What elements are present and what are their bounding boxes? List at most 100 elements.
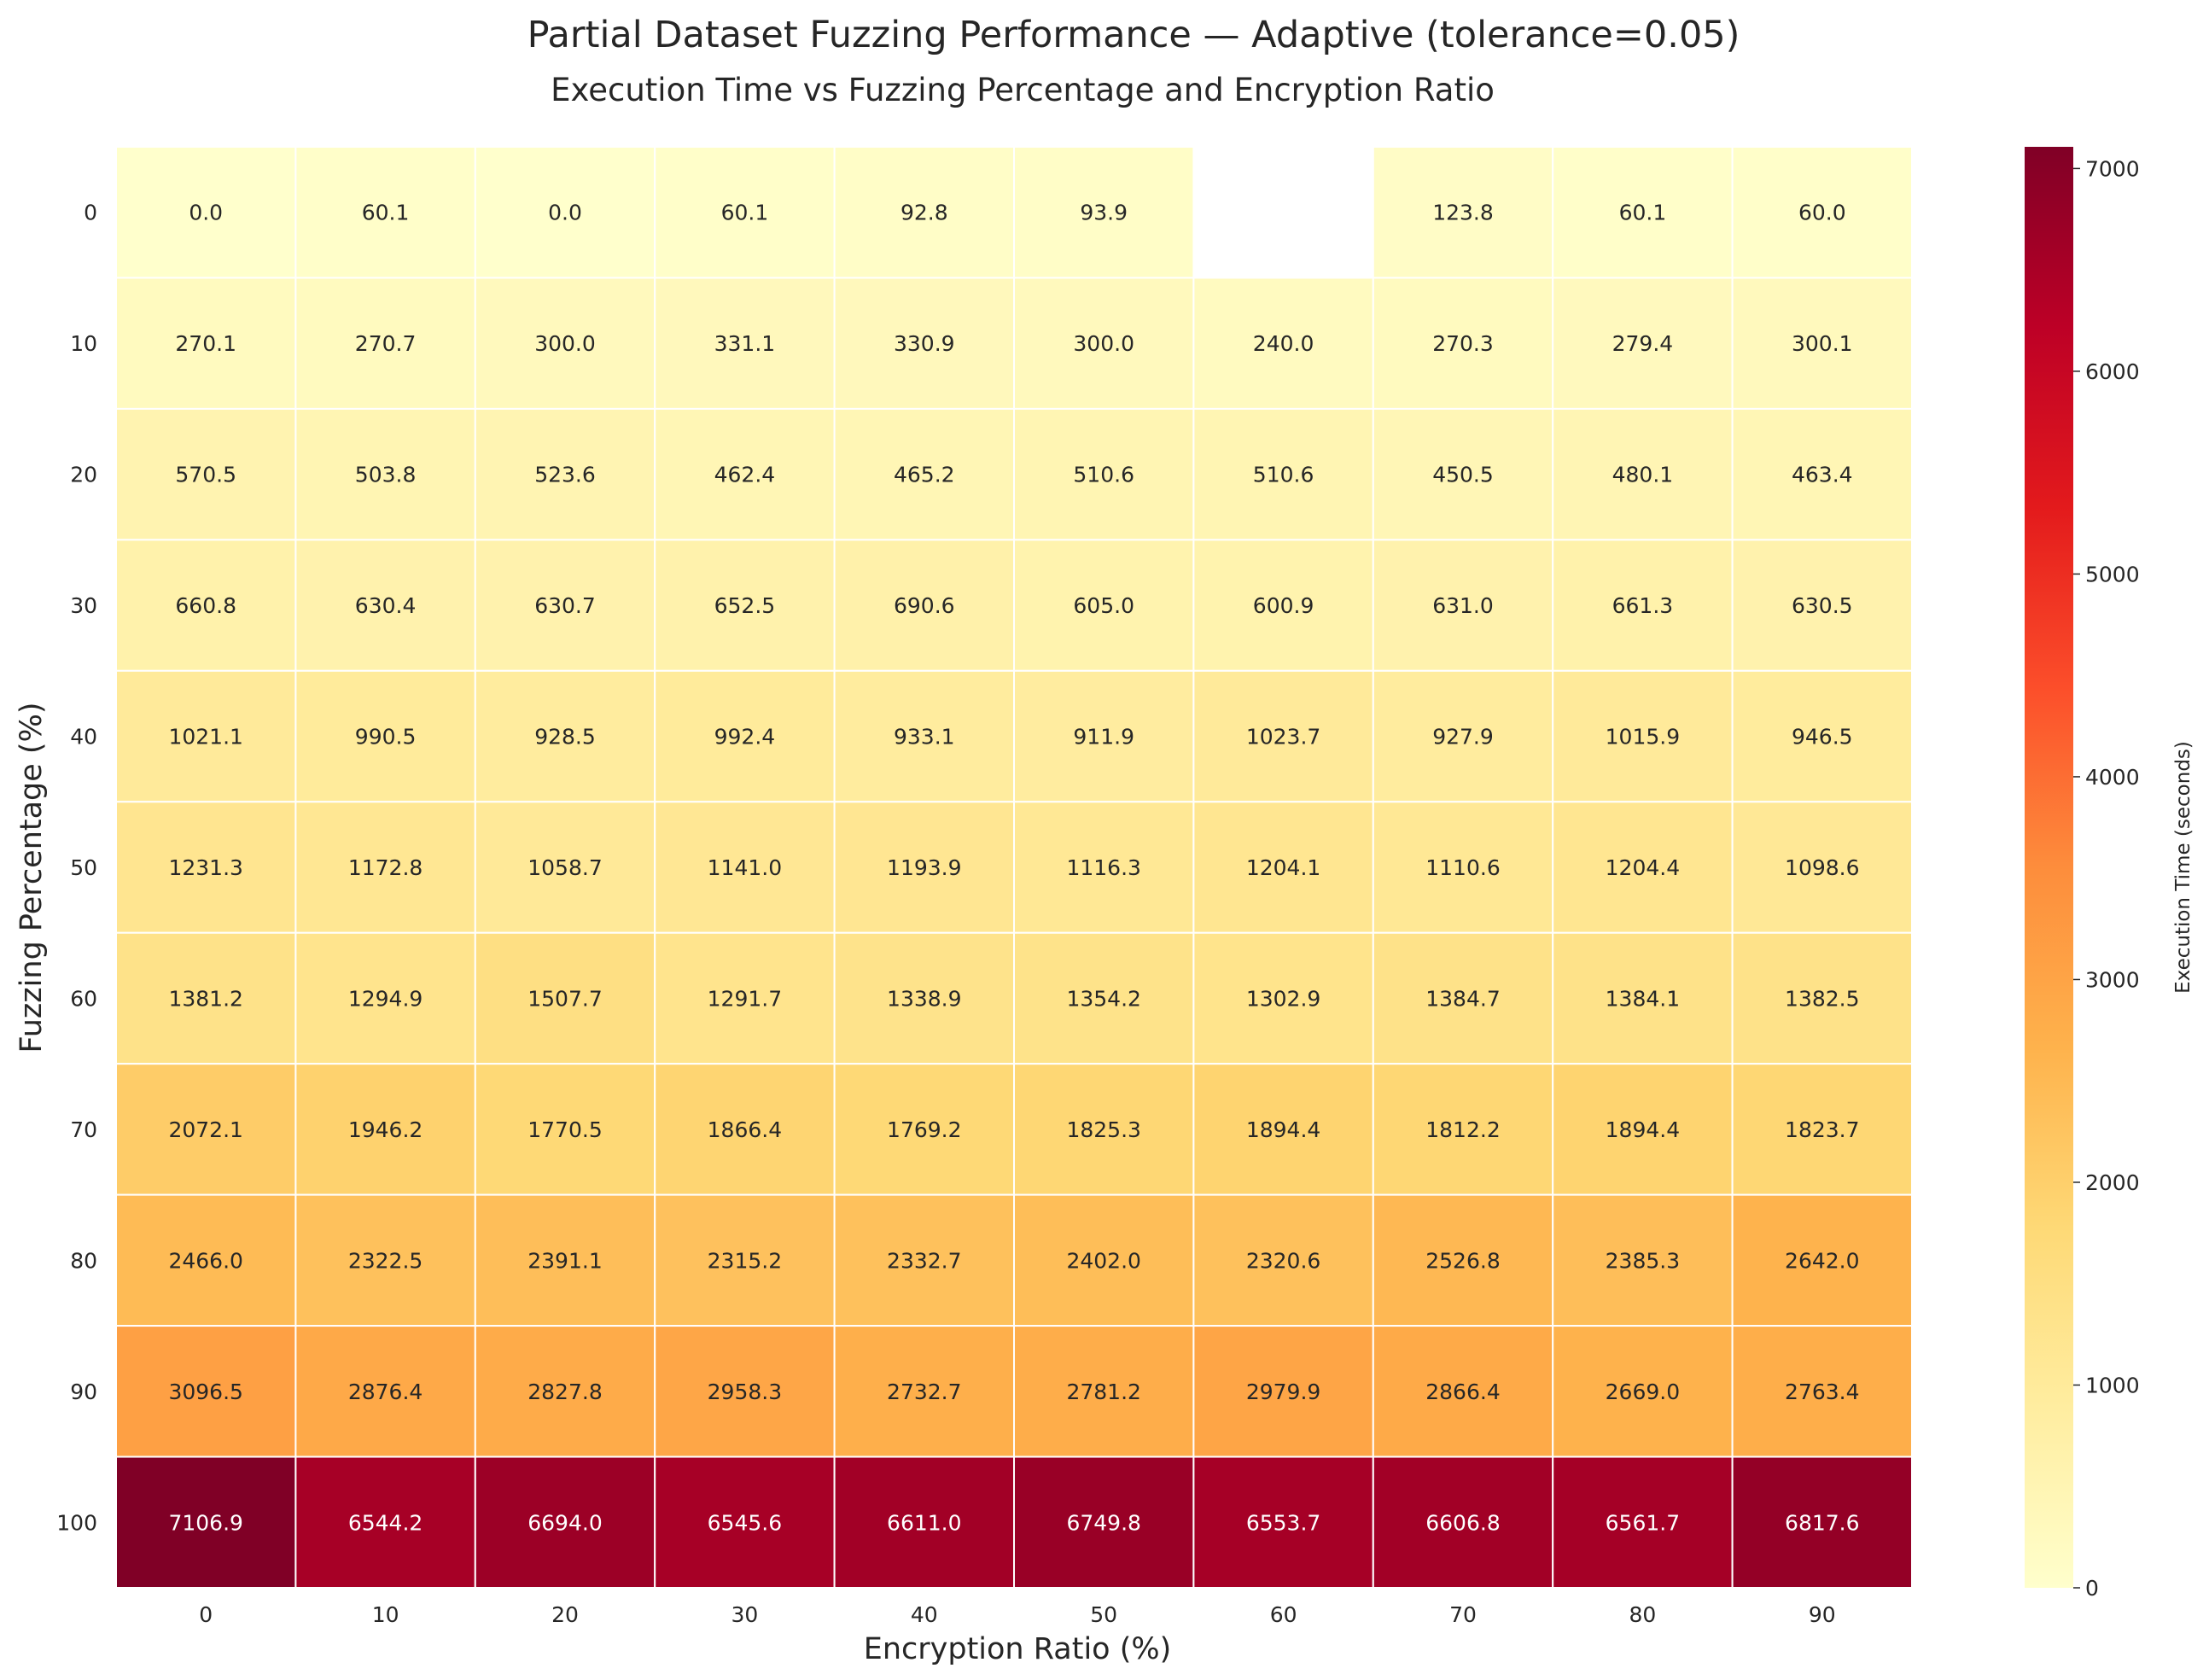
heatmap-cell: [654, 1193, 836, 1327]
cell-value-label: 1894.4: [1246, 1117, 1320, 1142]
cell-value-label: 6611.0: [887, 1510, 961, 1535]
cell-value-label: 510.6: [1253, 463, 1314, 487]
colorbar-tick-label: 6000: [2085, 359, 2140, 384]
heatmap-cell: [294, 931, 476, 1065]
cell-value-label: 300.0: [1073, 331, 1134, 356]
cell-value-label: 2827.8: [527, 1380, 602, 1404]
heatmap-cell: [1552, 1193, 1734, 1327]
heatmap-cell: [115, 1063, 297, 1196]
heatmap-cell: [294, 801, 476, 934]
heatmap-cell: [1731, 669, 1913, 803]
cell-value-label: 330.9: [894, 331, 955, 356]
heatmap-cell: [833, 1063, 1015, 1196]
heatmap-cell: [1372, 669, 1554, 803]
cell-value-label: 1116.3: [1066, 855, 1140, 880]
heatmap-cell: [1192, 1325, 1374, 1458]
cell-value-label: 1384.7: [1425, 986, 1500, 1011]
cell-value-label: 630.4: [355, 593, 417, 618]
cell-value-label: 123.8: [1432, 201, 1494, 225]
heatmap-cell: [1372, 1193, 1554, 1327]
cell-value-label: 660.8: [175, 593, 236, 618]
cell-value-label: 2526.8: [1425, 1248, 1500, 1273]
cell-value-label: 1354.2: [1066, 986, 1140, 1011]
cell-value-label: 570.5: [175, 463, 236, 487]
cell-value-label: 1770.5: [527, 1117, 602, 1142]
cell-value-label: 60.1: [721, 201, 769, 225]
heatmap-cell: [1552, 146, 1734, 279]
cell-value-label: 605.0: [1073, 593, 1134, 618]
cell-value-label: 270.7: [355, 331, 417, 356]
y-tick-label: 60: [70, 986, 97, 1011]
cell-value-label: 2466.0: [168, 1248, 242, 1273]
heatmap-cell: [1731, 1455, 1913, 1589]
cell-value-label: 1946.2: [348, 1117, 423, 1142]
cell-value-label: 1110.6: [1425, 855, 1500, 880]
heatmap-cell: [1731, 931, 1913, 1065]
colorbar-tick-label: 1000: [2085, 1373, 2140, 1397]
cell-value-label: 1015.9: [1606, 725, 1680, 750]
cell-value-label: 911.9: [1073, 725, 1134, 750]
cell-value-label: 1204.1: [1246, 855, 1320, 880]
cell-value-label: 3096.5: [168, 1380, 242, 1404]
cell-value-label: 60.1: [1619, 201, 1667, 225]
cell-value-label: 6553.7: [1246, 1510, 1320, 1535]
heatmap-cell: [1731, 277, 1913, 410]
cell-value-label: 7106.9: [168, 1510, 242, 1535]
x-tick-label: 80: [1629, 1602, 1656, 1627]
cell-value-label: 2732.7: [887, 1380, 961, 1404]
heatmap-cell: [1192, 801, 1374, 934]
heatmap-cell: [1372, 1455, 1554, 1589]
cell-value-label: 1769.2: [887, 1117, 961, 1142]
cell-value-label: 2402.0: [1066, 1248, 1140, 1273]
cell-value-label: 1381.2: [168, 986, 242, 1011]
heatmap-cell: [115, 1455, 297, 1589]
cell-value-label: 2781.2: [1066, 1380, 1140, 1404]
heatmap-cell: [1731, 1193, 1913, 1327]
heatmap-cell: [115, 407, 297, 541]
cell-value-label: 600.9: [1253, 593, 1314, 618]
y-tick-label: 100: [56, 1510, 97, 1535]
cell-value-label: 6544.2: [348, 1510, 423, 1535]
cell-value-label: 1825.3: [1066, 1117, 1140, 1142]
heatmap-cell: [474, 1193, 656, 1327]
cell-value-label: 6749.8: [1066, 1510, 1140, 1535]
x-tick-label: 10: [372, 1602, 399, 1627]
cell-value-label: 1894.4: [1606, 1117, 1680, 1142]
heatmap-cell: [654, 146, 836, 279]
x-tick-label: 70: [1449, 1602, 1477, 1627]
heatmap-cells: 0.0 60.1 0.0 60.1 92.8 93.9 123.8 60.1 60.0 270.1…: [115, 146, 1913, 1589]
cell-value-label: 463.4: [1792, 463, 1853, 487]
heatmap-cell: [1372, 1325, 1554, 1458]
heatmap-cell: [1013, 407, 1195, 541]
cell-value-label: 652.5: [714, 593, 776, 618]
cell-value-label: 523.6: [534, 463, 596, 487]
cell-value-label: 2979.9: [1246, 1380, 1320, 1404]
cell-value-label: 631.0: [1432, 593, 1494, 618]
cell-value-label: 946.5: [1792, 725, 1853, 750]
heatmap-cell: [474, 407, 656, 541]
y-tick-label: 0: [84, 201, 97, 225]
x-tick-label: 0: [199, 1602, 213, 1627]
heatmap-cell: [1013, 669, 1195, 803]
cell-value-label: 990.5: [355, 725, 417, 750]
heatmap-cell: [474, 146, 656, 279]
heatmap-cell: [1731, 1063, 1913, 1196]
cell-value-label: 462.4: [714, 463, 776, 487]
heatmap-cell: [1013, 277, 1195, 410]
cell-value-label: 1021.1: [168, 725, 242, 750]
heatmap-cell: [115, 801, 297, 934]
heatmap-cell: [294, 1325, 476, 1458]
cell-value-label: 6694.0: [527, 1510, 602, 1535]
cell-value-label: 240.0: [1253, 331, 1314, 356]
cell-value-label: 1812.2: [1425, 1117, 1500, 1142]
cell-value-label: 6561.7: [1606, 1510, 1680, 1535]
cell-value-label: 1098.6: [1785, 855, 1859, 880]
colorbar-tick-label: 2000: [2085, 1170, 2140, 1195]
cell-value-label: 450.5: [1432, 463, 1494, 487]
cell-value-label: 2332.7: [887, 1248, 961, 1273]
colorbar-ticks: 0 1000 2000 3000 4000 5000 6000 7000: [2073, 156, 2140, 1601]
heatmap-cell: [833, 1325, 1015, 1458]
cell-value-label: 1384.1: [1606, 986, 1680, 1011]
cell-value-label: 1023.7: [1246, 725, 1320, 750]
